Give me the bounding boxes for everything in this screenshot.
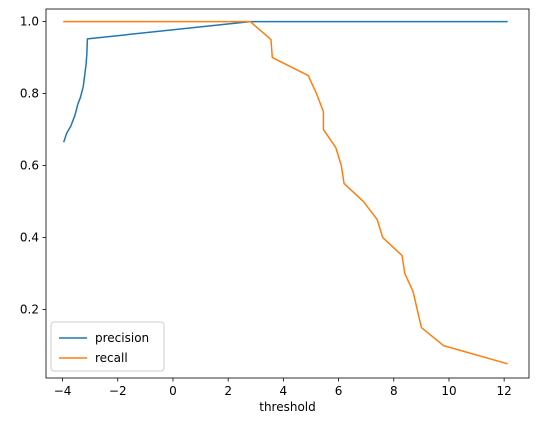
y-tick-label: 0.2 — [20, 303, 39, 317]
x-tick-label: 10 — [441, 384, 456, 398]
legend-label-precision: precision — [95, 331, 149, 345]
legend-label-recall: recall — [95, 351, 128, 365]
legend: precision recall — [50, 321, 165, 372]
plot-frame — [45, 8, 530, 379]
y-axis-ticks: 0.2 0.4 0.6 0.8 1.0 — [20, 15, 46, 317]
x-tick-label: −4 — [54, 384, 72, 398]
x-tick-label: 2 — [224, 384, 232, 398]
y-tick-label: 1.0 — [20, 15, 39, 29]
x-axis-label: threshold — [259, 400, 316, 414]
x-axis-ticks: −4 −2 0 2 4 6 8 10 12 — [54, 378, 512, 398]
x-tick-label: 4 — [280, 384, 288, 398]
y-tick-label: 0.8 — [20, 87, 39, 101]
x-tick-label: 12 — [497, 384, 512, 398]
series-layer — [62, 20, 508, 365]
y-tick-label: 0.6 — [20, 159, 39, 173]
x-tick-label: 0 — [169, 384, 177, 398]
series-line-recall — [63, 20, 508, 365]
x-tick-label: 6 — [335, 384, 343, 398]
y-tick-label: 0.4 — [20, 231, 39, 245]
series-line-precision — [62, 20, 508, 143]
x-tick-label: −2 — [109, 384, 127, 398]
x-tick-label: 8 — [390, 384, 398, 398]
